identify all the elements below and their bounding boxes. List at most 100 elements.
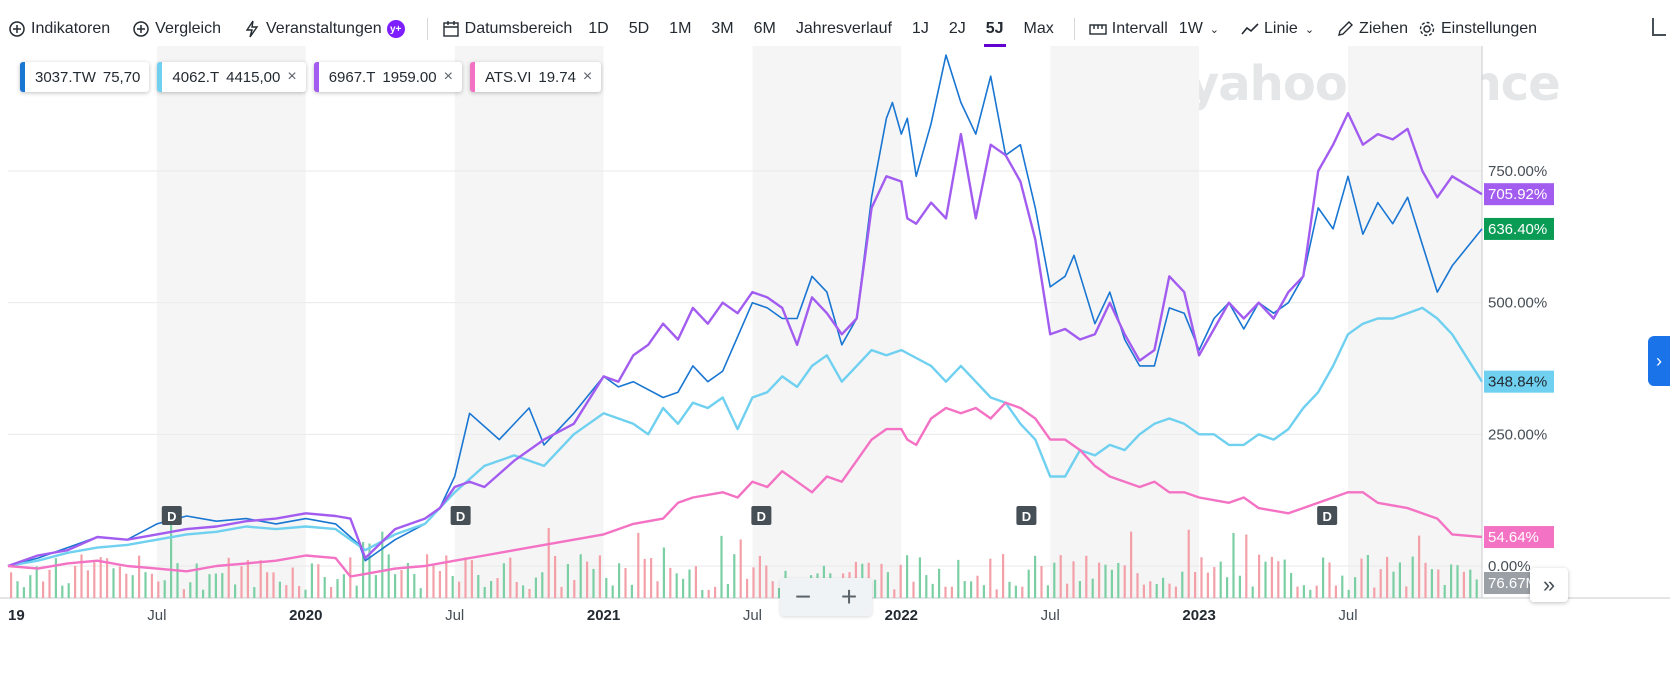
- chevron-down-icon: ⌄: [1304, 23, 1315, 36]
- volume-bar: [1008, 581, 1011, 598]
- side-panel-toggle[interactable]: ›: [1648, 336, 1670, 386]
- volume-bar: [93, 562, 96, 598]
- x-tick-label: 2021: [587, 607, 620, 624]
- zoom-out-button[interactable]: −: [794, 581, 812, 612]
- volume-bar: [1104, 564, 1107, 598]
- volume-bar: [669, 567, 672, 598]
- volume-bar: [554, 555, 557, 598]
- volume-bar: [1264, 561, 1267, 598]
- volume-bar: [1462, 571, 1465, 598]
- period-band: [752, 46, 902, 598]
- volume-bar: [1085, 555, 1088, 598]
- volume-bar: [221, 573, 224, 598]
- comparison-chart[interactable]: 750.00% 500.00% 250.00% 0.00% 636.40% 348.84%…: [0, 46, 1670, 646]
- close-icon[interactable]: ×: [582, 68, 593, 85]
- symbol-chip[interactable]: 6967.T 1959.00 ×: [313, 62, 462, 92]
- volume-bar: [1117, 562, 1120, 598]
- volume-bar: [675, 573, 678, 598]
- volume-bar: [1174, 586, 1177, 598]
- symbol-chip[interactable]: 3037.TW 75,70: [20, 62, 150, 92]
- volume-bar: [214, 573, 217, 598]
- volume-bar: [1130, 531, 1133, 598]
- range-2j[interactable]: 2J: [948, 20, 966, 37]
- volume-bar: [1014, 585, 1017, 598]
- events-button[interactable]: Veranstaltungen y+: [243, 20, 405, 38]
- volume-bar: [1110, 569, 1113, 598]
- volume-bar: [778, 587, 781, 598]
- volume-bar: [1411, 556, 1414, 598]
- event-marker[interactable]: [751, 506, 772, 525]
- chip-symbol: ATS.VI: [484, 68, 532, 86]
- range-1j[interactable]: 1J: [911, 20, 929, 37]
- yplus-badge: y+: [386, 20, 405, 38]
- interval-value: 1W: [1178, 20, 1203, 37]
- event-marker[interactable]: [161, 506, 182, 525]
- volume-bar: [381, 531, 384, 598]
- zoom-in-button[interactable]: +: [840, 581, 858, 612]
- volume-bar: [682, 578, 685, 598]
- volume-bar: [16, 581, 19, 598]
- event-marker[interactable]: [1317, 506, 1338, 525]
- volume-bar: [1443, 584, 1446, 598]
- range-1d[interactable]: 1D: [588, 20, 609, 37]
- volume-bar: [1226, 577, 1229, 598]
- compare-button[interactable]: Vergleich: [132, 20, 221, 38]
- plus-circle-icon: [133, 21, 149, 37]
- volume-bar: [1347, 589, 1350, 598]
- draw-button[interactable]: Ziehen: [1336, 20, 1408, 38]
- event-marker[interactable]: [450, 506, 471, 525]
- volume-bar: [330, 587, 333, 598]
- event-marker-label: D: [167, 509, 176, 524]
- volume-bar: [35, 566, 38, 598]
- ruler-icon: [1089, 24, 1107, 35]
- settings-button[interactable]: Einstellungen: [1418, 20, 1537, 38]
- volume-bar: [995, 589, 998, 598]
- volume-bar: [1251, 586, 1254, 598]
- volume-bar: [701, 589, 704, 598]
- volume-bar: [426, 554, 429, 598]
- volume-bar: [1354, 577, 1357, 598]
- range-6m[interactable]: 6M: [753, 20, 776, 37]
- range-5d[interactable]: 5D: [628, 20, 650, 37]
- event-marker[interactable]: [1016, 506, 1037, 525]
- close-icon[interactable]: ×: [443, 68, 453, 85]
- volume-bar: [931, 583, 934, 598]
- volume-bar: [1398, 562, 1401, 598]
- volume-bar: [67, 583, 70, 598]
- volume-bar: [483, 586, 486, 598]
- volume-bar: [509, 557, 512, 598]
- volume-bar: [1430, 569, 1433, 598]
- volume-bar: [1437, 569, 1440, 598]
- volume-bar: [246, 560, 249, 598]
- chip-symbol: 4062.T: [172, 68, 220, 86]
- share-icon[interactable]: [1652, 18, 1666, 36]
- range-max[interactable]: Max: [1023, 20, 1054, 37]
- close-icon[interactable]: ×: [287, 68, 297, 85]
- volume-bar: [1418, 535, 1421, 598]
- event-marker-label: D: [456, 509, 465, 524]
- volume-bar: [618, 563, 621, 598]
- volume-bar: [1334, 585, 1337, 598]
- symbol-chip[interactable]: 4062.T 4415,00 ×: [157, 62, 306, 92]
- range-5j[interactable]: 5J: [983, 20, 1006, 47]
- date-range-button[interactable]: Datumsbereich: [442, 20, 573, 38]
- volume-bar: [374, 575, 377, 598]
- volume-bar: [1475, 579, 1478, 598]
- volume-bar: [982, 585, 985, 598]
- expand-icon[interactable]: »: [1530, 568, 1568, 602]
- volume-bar: [630, 584, 633, 598]
- volume-bar: [970, 581, 973, 598]
- date-range-label: Datumsbereich: [464, 20, 573, 37]
- interval-button[interactable]: Intervall 1W ⌄: [1089, 20, 1219, 38]
- range-3m[interactable]: 3M: [711, 20, 734, 37]
- range-1m[interactable]: 1M: [669, 20, 692, 37]
- period-band: [1050, 46, 1200, 598]
- volume-bar: [534, 577, 537, 598]
- volume-bar: [886, 572, 889, 598]
- chart-type-button[interactable]: Linie ⌄: [1241, 20, 1314, 38]
- symbol-chip[interactable]: ATS.VI 19.74 ×: [469, 62, 602, 92]
- toolbar-divider: [1073, 18, 1075, 40]
- interval-label: Intervall: [1111, 20, 1168, 37]
- indicators-button[interactable]: Indikatoren: [8, 20, 110, 38]
- range-jahresverlauf[interactable]: Jahresverlauf: [795, 20, 892, 37]
